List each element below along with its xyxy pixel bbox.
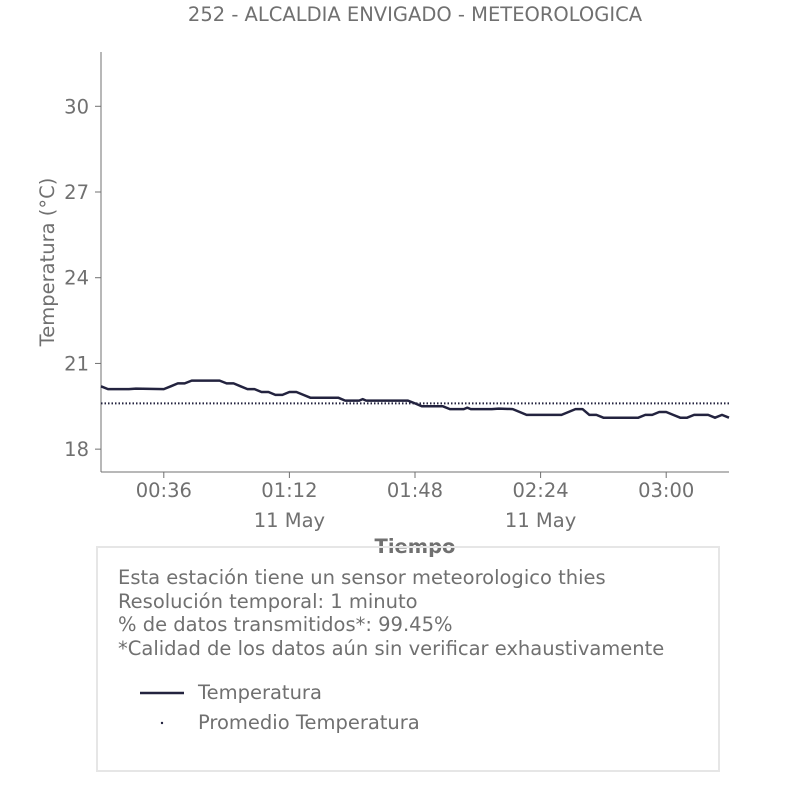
legend-label: Temperatura (198, 681, 322, 704)
temperature-line (100, 379, 730, 419)
x-tick-label: 00:36 (136, 479, 192, 502)
info-line-sensor: Esta estación tiene un sensor meteorolog… (118, 566, 606, 589)
y-tick-label: 18 (64, 438, 89, 461)
y-tick-label: 27 (64, 181, 89, 204)
y-tick-label: 21 (64, 352, 89, 375)
info-line-resolution: Resolución temporal: 1 minuto (118, 589, 418, 613)
info-line-transmitted: % de datos transmitidos*: 99.45% (118, 613, 453, 636)
x-ticks: 00:36 01:12 11 May 01:48 02:24 11 May 03:00 (136, 472, 694, 532)
info-line-quality: *Calidad de los datos aún sin verificar … (118, 636, 665, 660)
x-tick-label: 02:24 (512, 479, 568, 502)
x-tick-label: 01:12 (261, 479, 317, 502)
chart-title: 252 - ALCALDIA ENVIGADO - METEOROLOGICA (188, 3, 643, 26)
legend-solid-line-icon (140, 691, 184, 695)
legend-label: Promedio Temperatura (198, 711, 420, 734)
temperature-chart: 252 - ALCALDIA ENVIGADO - METEOROLOGICA … (36, 3, 730, 558)
info-box: Esta estación tiene un sensor meteorolog… (96, 546, 720, 772)
y-tick-label: 24 (64, 267, 89, 290)
x-tick-date-label: 11 May (505, 509, 576, 532)
x-tick-label: 01:48 (387, 479, 443, 502)
y-ticks: 18 21 24 27 30 (64, 95, 101, 461)
y-axis-label: Temperatura (°C) (36, 178, 59, 348)
legend-dot-icon (160, 721, 164, 725)
x-tick-date-label: 11 May (254, 509, 325, 532)
y-tick-label: 30 (64, 95, 89, 118)
info-text: Esta estación tiene un sensor meteorolog… (118, 566, 664, 660)
x-tick-label: 03:00 (638, 479, 694, 502)
plot-area (100, 379, 730, 419)
